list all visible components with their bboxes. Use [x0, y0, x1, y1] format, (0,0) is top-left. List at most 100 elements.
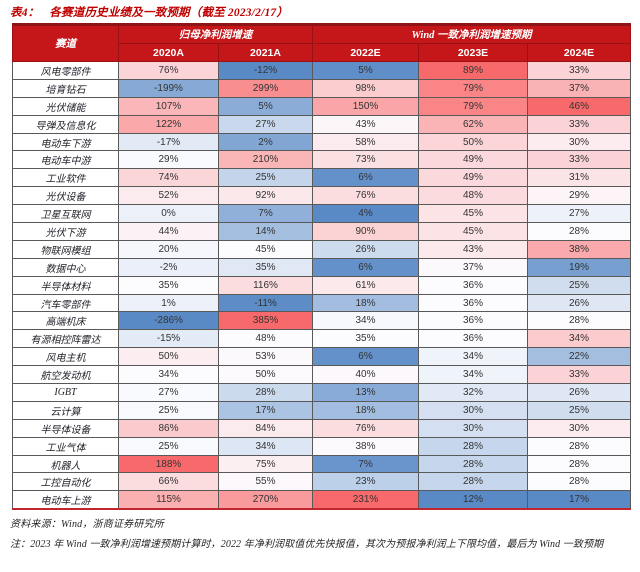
table-row: 汽车零部件 1% -11% 18% 36% 26%: [12, 293, 631, 313]
value-cell: 25%: [118, 436, 219, 456]
value-cell: 90%: [312, 222, 419, 241]
sector-cell: 云计算: [12, 400, 119, 420]
sector-cell: 电动车上游: [12, 490, 119, 510]
value-cell: 26%: [527, 383, 631, 402]
sector-cell: 培育钻石: [12, 78, 119, 98]
value-cell: 36%: [418, 311, 528, 331]
header-group-historical: 归母净利润增速: [118, 24, 313, 44]
value-cell: -15%: [118, 329, 219, 349]
value-cell: 28%: [527, 436, 631, 456]
value-cell: 76%: [118, 61, 219, 80]
sector-cell: 卫星互联网: [12, 204, 119, 224]
header-group-forecast: Wind 一致净利润增速预期: [312, 24, 631, 44]
value-cell: 49%: [418, 168, 528, 188]
value-cell: 6%: [312, 347, 419, 367]
table-row: 培育钻石 -199% 299% 98% 79% 37%: [12, 78, 631, 98]
value-cell: 61%: [312, 275, 419, 295]
table-row: 工业软件 74% 25% 6% 49% 31%: [12, 168, 631, 188]
value-cell: 17%: [218, 400, 313, 420]
value-cell: 115%: [118, 490, 219, 510]
value-cell: 44%: [118, 222, 219, 241]
value-cell: 52%: [118, 186, 219, 206]
value-cell: 5%: [218, 96, 313, 116]
sector-cell: 光伏储能: [12, 96, 119, 116]
sector-cell: 电动车下游: [12, 132, 119, 152]
value-cell: 23%: [312, 472, 419, 492]
value-cell: 48%: [418, 186, 528, 206]
value-cell: 122%: [118, 114, 219, 134]
value-cell: 7%: [218, 204, 313, 224]
value-cell: -11%: [218, 293, 313, 313]
value-cell: 14%: [218, 222, 313, 241]
sector-cell: 有源相控阵雷达: [12, 329, 119, 349]
year-header-2022e: 2022E: [312, 43, 419, 62]
value-cell: 188%: [118, 454, 219, 474]
table-row: 有源相控阵雷达 -15% 48% 35% 36% 34%: [12, 329, 631, 349]
value-cell: 27%: [527, 204, 631, 224]
value-cell: 27%: [118, 383, 219, 402]
value-cell: 45%: [218, 239, 313, 259]
value-cell: 1%: [118, 293, 219, 313]
value-cell: 33%: [527, 114, 631, 134]
value-cell: 20%: [118, 239, 219, 259]
group-header-row: 赛道 归母净利润增速 Wind 一致净利润增速预期: [12, 24, 631, 62]
value-cell: 38%: [527, 239, 631, 259]
value-cell: 150%: [312, 96, 419, 116]
table-row: 高端机床 -286% 385% 34% 36% 28%: [12, 311, 631, 331]
value-cell: 6%: [312, 257, 419, 277]
value-cell: 270%: [218, 490, 313, 510]
table-row: 机器人 188% 75% 7% 28% 28%: [12, 454, 631, 474]
value-cell: 299%: [218, 78, 313, 98]
table-row: 卫星互联网 0% 7% 4% 45% 27%: [12, 204, 631, 224]
value-cell: 38%: [312, 436, 419, 456]
table-row: 电动车下游 -17% 2% 58% 50% 30%: [12, 132, 631, 152]
value-cell: 66%: [118, 472, 219, 492]
table-title-prefix: 表4：: [10, 7, 40, 19]
year-header-row: 2020A 2021A 2022E 2023E 2024E: [13, 43, 631, 62]
year-header-2021a: 2021A: [218, 43, 313, 62]
table-row: 光伏储能 107% 5% 150% 79% 46%: [12, 96, 631, 116]
value-cell: 22%: [527, 347, 631, 367]
value-cell: 79%: [418, 78, 528, 98]
value-cell: -2%: [118, 257, 219, 277]
value-cell: 29%: [118, 150, 219, 170]
value-cell: 4%: [312, 204, 419, 224]
value-cell: 12%: [418, 490, 528, 510]
value-cell: 116%: [218, 275, 313, 295]
value-cell: 31%: [527, 168, 631, 188]
table-row: 光伏设备 52% 92% 76% 48% 29%: [12, 186, 631, 206]
value-cell: 19%: [527, 257, 631, 277]
table-row: 半导体设备 86% 84% 76% 30% 30%: [12, 418, 631, 438]
value-cell: 55%: [218, 472, 313, 492]
value-cell: 34%: [118, 365, 219, 385]
table-title-text: 各赛道历史业绩及一致预期（截至 2023/2/17）: [49, 7, 289, 19]
value-cell: 36%: [418, 293, 528, 313]
value-cell: 26%: [527, 293, 631, 313]
table-title: 表4： 各赛道历史业绩及一致预期（截至 2023/2/17）: [0, 0, 640, 23]
value-cell: 34%: [418, 365, 528, 385]
value-cell: 26%: [312, 239, 419, 259]
value-cell: 7%: [312, 454, 419, 474]
value-cell: 43%: [312, 114, 419, 134]
value-cell: 36%: [418, 275, 528, 295]
value-cell: 34%: [312, 311, 419, 331]
value-cell: 25%: [527, 275, 631, 295]
value-cell: 35%: [218, 257, 313, 277]
value-cell: 74%: [118, 168, 219, 188]
value-cell: 231%: [312, 490, 419, 510]
value-cell: -199%: [118, 78, 219, 98]
sector-cell: 汽车零部件: [12, 293, 119, 313]
sector-cell: 数据中心: [12, 257, 119, 277]
value-cell: 29%: [527, 186, 631, 206]
year-header-2020a: 2020A: [118, 43, 219, 62]
sector-cell: 工控自动化: [12, 472, 119, 492]
value-cell: 35%: [312, 329, 419, 349]
value-cell: 40%: [312, 365, 419, 385]
value-cell: 27%: [218, 114, 313, 134]
value-cell: 73%: [312, 150, 419, 170]
sector-cell: 工业气体: [12, 436, 119, 456]
value-cell: 18%: [312, 400, 419, 420]
sector-cell: 高端机床: [12, 311, 119, 331]
value-cell: 32%: [418, 383, 528, 402]
value-cell: 5%: [312, 61, 419, 80]
